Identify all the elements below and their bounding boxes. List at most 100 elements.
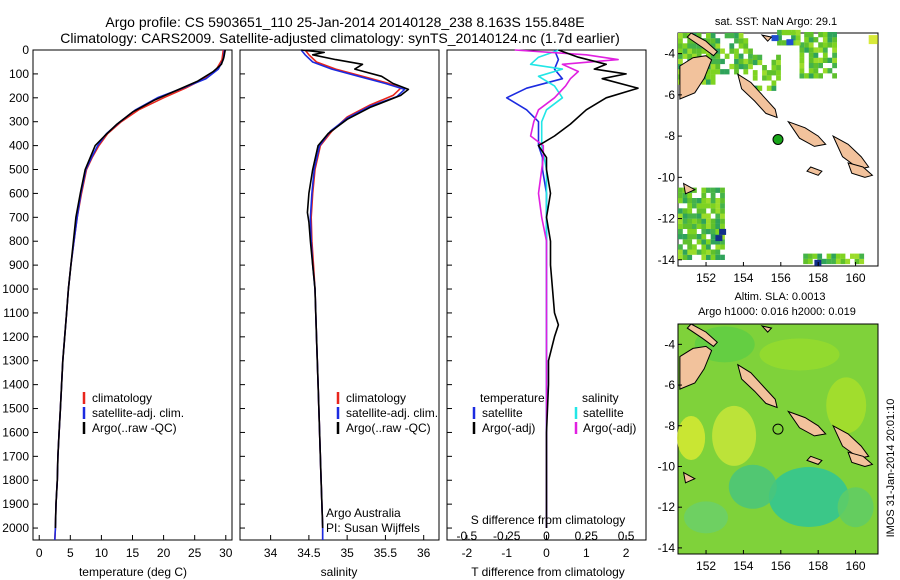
sst-cell xyxy=(762,65,767,71)
sst-cell xyxy=(715,43,721,49)
x-tick-label: 2 xyxy=(623,546,630,560)
lat-tick-label: -4 xyxy=(664,337,675,351)
land-polygon xyxy=(679,55,713,100)
x-tick-label: 0 xyxy=(543,546,550,560)
sst-cell xyxy=(710,53,716,59)
sst-cell xyxy=(701,228,707,235)
sst-cell xyxy=(696,213,702,219)
sst-cell xyxy=(701,192,707,199)
lon-tick-label: 156 xyxy=(771,271,791,285)
sst-cell xyxy=(682,198,688,204)
sst-cell xyxy=(692,198,697,204)
sst-cell xyxy=(720,203,725,209)
lon-tick-label: 160 xyxy=(846,559,866,573)
sla-blob xyxy=(826,377,867,434)
sst-cell xyxy=(678,58,683,65)
sst-cell xyxy=(734,33,739,39)
depth-tick-label: 900 xyxy=(9,258,29,272)
sst-cell xyxy=(724,33,730,39)
x-tick-label: 34 xyxy=(264,546,278,560)
sst-cell xyxy=(748,48,753,54)
difference-series xyxy=(505,49,639,528)
sst-cell xyxy=(818,47,823,53)
sst-cell xyxy=(678,187,683,193)
sst-cell xyxy=(832,32,837,38)
sst-cell xyxy=(776,65,781,71)
sst-cell xyxy=(776,59,781,66)
depth-tick-label: 400 xyxy=(9,139,29,153)
sst-cell xyxy=(678,208,683,214)
sst-cell xyxy=(706,203,711,209)
sst-cell xyxy=(771,59,777,66)
land-polygon xyxy=(679,345,713,390)
sst-cell xyxy=(808,32,814,38)
sst-cell xyxy=(678,33,683,39)
lat-tick-label: -10 xyxy=(658,170,676,184)
sst-cell xyxy=(818,73,823,79)
sst-cell xyxy=(706,218,711,224)
sst-cell xyxy=(687,208,693,214)
sst-cell xyxy=(678,249,683,255)
sst-cell xyxy=(808,42,814,48)
sla-blob xyxy=(837,487,874,528)
sst-cell xyxy=(771,85,777,91)
sst-cell xyxy=(808,37,814,43)
sst-cell xyxy=(840,258,846,265)
lon-tick-label: 154 xyxy=(733,271,753,285)
sst-cell xyxy=(738,58,744,65)
lat-tick-label: -6 xyxy=(664,88,675,102)
sst-cell xyxy=(813,52,819,58)
sst-cell xyxy=(701,244,707,250)
sst-cell xyxy=(687,223,693,229)
sst-cell xyxy=(696,234,702,240)
x-tick-label: 0 xyxy=(36,546,43,560)
sst-cell xyxy=(748,63,753,70)
sst-cell xyxy=(715,198,721,204)
sst-cell xyxy=(696,198,702,204)
land-polygon xyxy=(682,182,696,195)
sst-cell xyxy=(715,53,721,59)
sst-cell xyxy=(710,218,716,224)
sst-cell xyxy=(724,69,730,75)
sst-cell xyxy=(706,213,711,219)
sst-cell xyxy=(791,35,796,41)
sst-cell xyxy=(692,249,697,255)
sst-cell xyxy=(831,258,837,265)
sst-cells xyxy=(678,29,878,266)
sst-cell xyxy=(859,258,865,265)
sst-cell xyxy=(701,79,707,85)
sst-cell xyxy=(710,69,716,75)
sst-cell xyxy=(701,249,707,255)
depth-tick-label: 800 xyxy=(9,234,29,248)
sst-cell xyxy=(804,47,809,53)
sst-cell xyxy=(710,208,716,214)
sst-cell xyxy=(692,213,697,219)
series-argo xyxy=(301,49,410,529)
sst-cell xyxy=(720,58,725,65)
sst-cell xyxy=(710,239,716,245)
s-difference-label: S difference from climatology xyxy=(471,513,626,527)
sst-cell xyxy=(734,53,739,59)
sla-map-title-line1: Altim. SLA: 0.0013 xyxy=(734,291,825,303)
sst-cell xyxy=(715,244,721,250)
land-polygon xyxy=(686,323,719,348)
legend-climatology: climatology xyxy=(92,391,152,405)
lat-tick-label: -14 xyxy=(658,253,676,267)
sst-cell xyxy=(720,208,725,214)
sst-cell xyxy=(715,208,721,214)
pi-label: PI: Susan Wijffels xyxy=(326,521,420,535)
sst-cell xyxy=(734,69,739,75)
t-difference-xlabel: T difference from climatology xyxy=(471,565,625,579)
sst-cell xyxy=(682,239,688,245)
sst-cell xyxy=(710,74,716,80)
sst-cell xyxy=(696,208,702,214)
land-polygon xyxy=(736,73,778,119)
sst-cell xyxy=(710,203,716,209)
depth-tick-label: 1100 xyxy=(3,306,29,320)
sst-cell xyxy=(743,38,749,44)
sst-cell xyxy=(771,65,777,71)
sst-cell xyxy=(710,223,716,229)
lon-tick-label: 154 xyxy=(733,559,753,573)
sst-cell xyxy=(687,234,693,240)
sst-cell xyxy=(729,63,735,70)
